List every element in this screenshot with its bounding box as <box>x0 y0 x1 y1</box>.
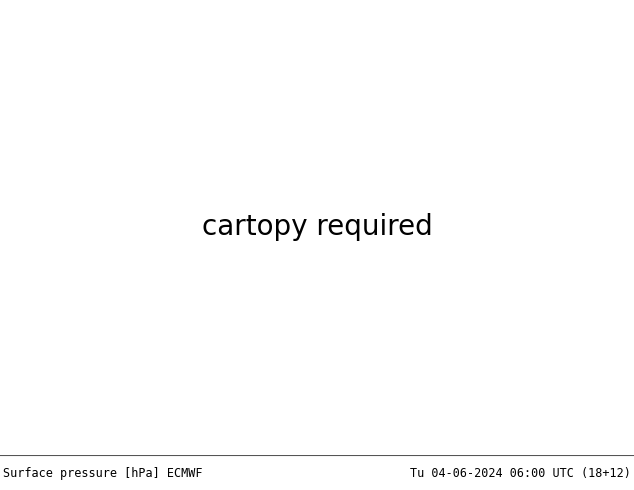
Text: Tu 04-06-2024 06:00 UTC (18+12): Tu 04-06-2024 06:00 UTC (18+12) <box>410 466 631 480</box>
Text: Surface pressure [hPa] ECMWF: Surface pressure [hPa] ECMWF <box>3 466 203 480</box>
Text: cartopy required: cartopy required <box>202 213 432 242</box>
